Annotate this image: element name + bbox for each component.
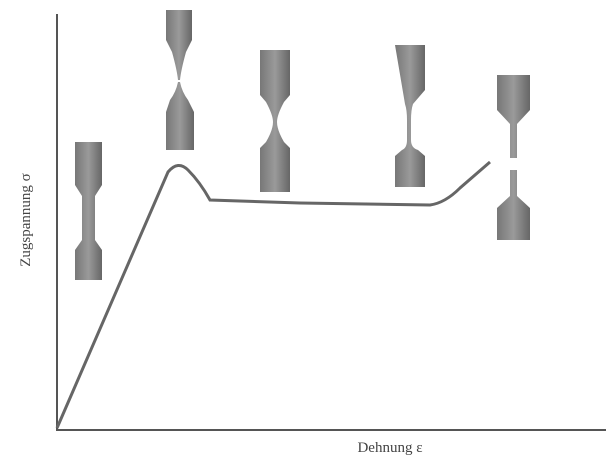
specimen-1 (75, 142, 102, 280)
specimen-2-bottom (166, 82, 194, 150)
specimen-5-top (497, 75, 530, 158)
specimen-5-bottom (497, 170, 530, 240)
specimen-4 (395, 45, 425, 187)
specimen-2-top (166, 10, 192, 80)
specimens (75, 10, 530, 280)
y-axis-label: Zugspannung σ (18, 173, 34, 267)
specimen-3 (260, 50, 290, 192)
diagram: Zugspannung σ Dehnung ε (0, 0, 608, 463)
stress-strain-curve (57, 162, 490, 428)
x-axis-label: Dehnung ε (357, 440, 422, 456)
